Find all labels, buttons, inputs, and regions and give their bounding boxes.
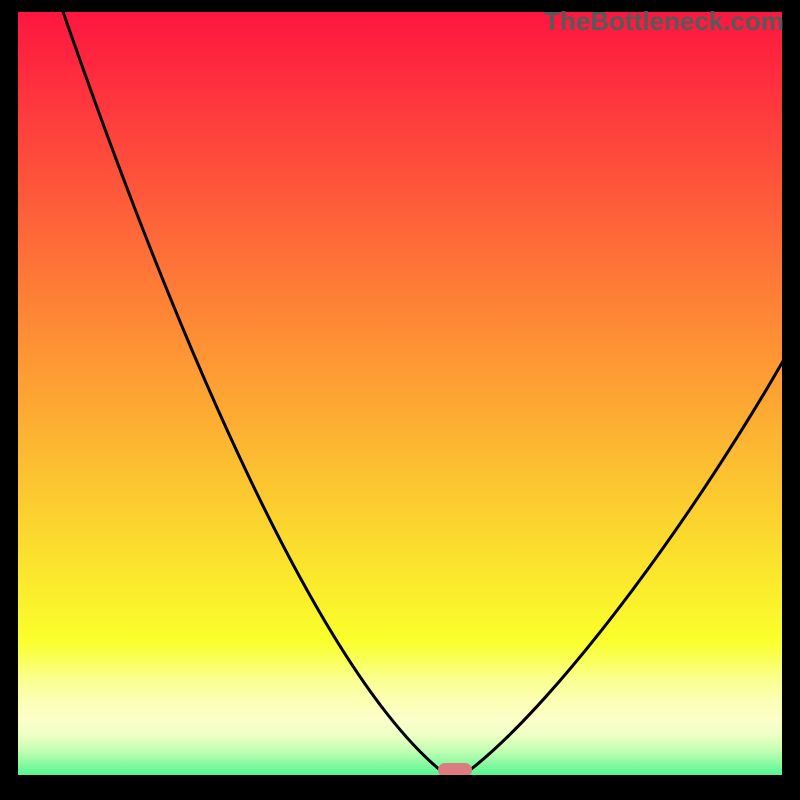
bottleneck-curve xyxy=(0,0,800,800)
bottleneck-chart: TheBottleneck.com xyxy=(0,0,800,800)
optimal-point-marker xyxy=(438,763,472,777)
watermark-label: TheBottleneck.com xyxy=(544,6,784,37)
